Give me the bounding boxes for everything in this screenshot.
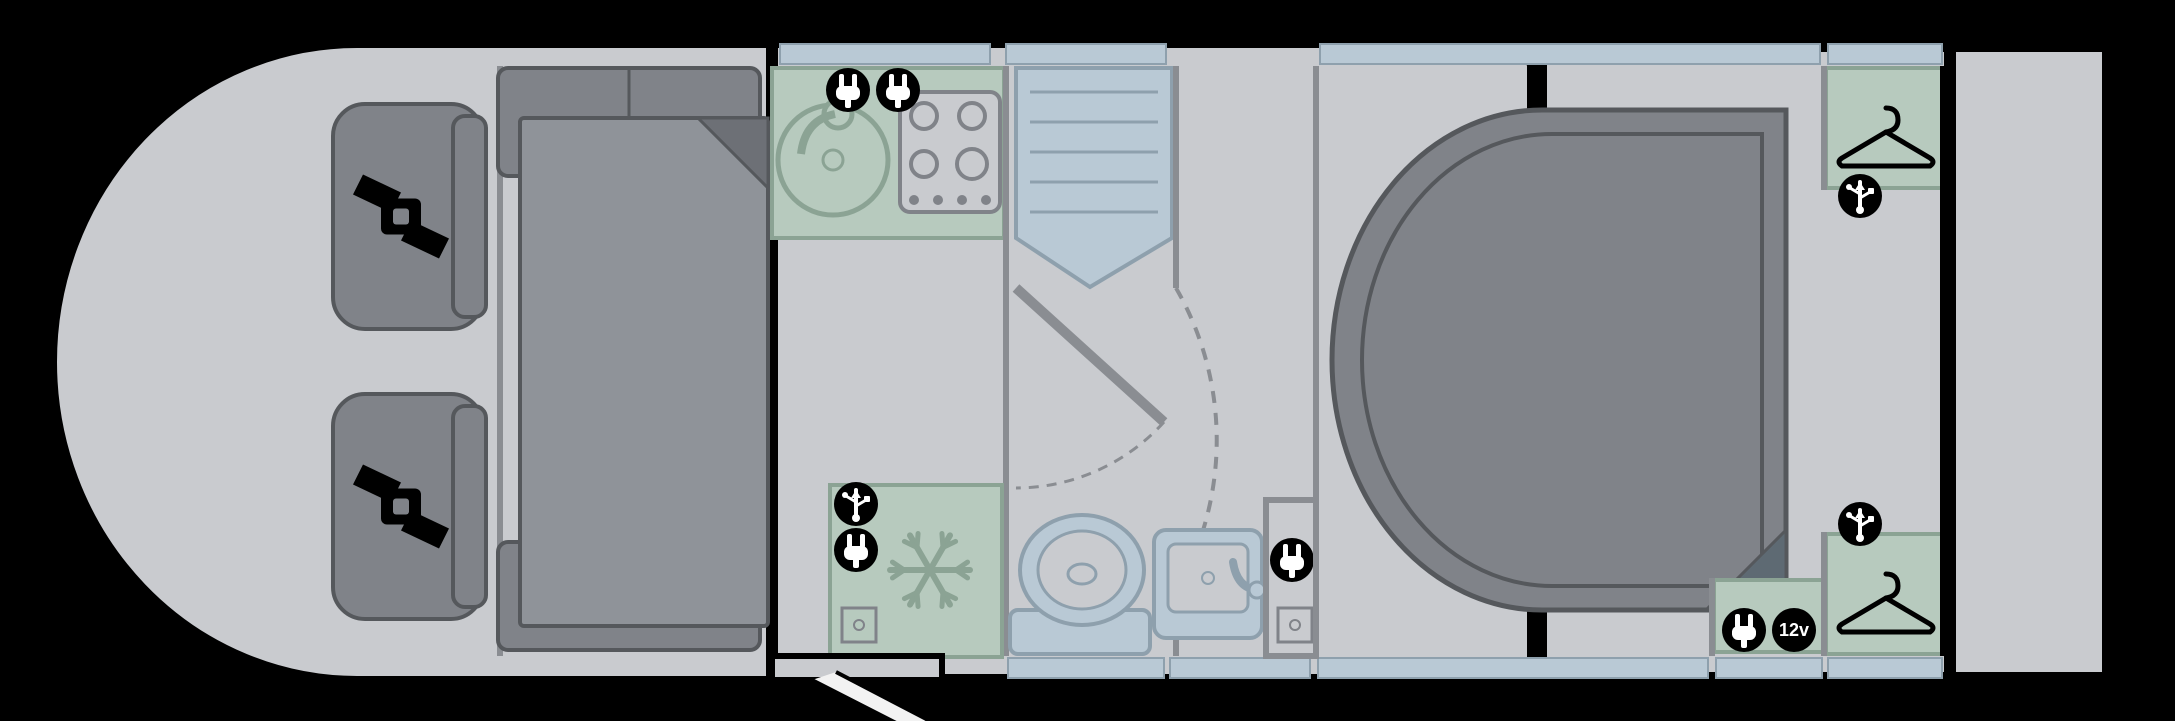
cab-seat	[333, 394, 486, 619]
window-top	[1320, 44, 1820, 64]
window-bottom	[1008, 658, 1164, 678]
floorplan-diagram: 12v	[0, 0, 2175, 721]
power-icon	[826, 68, 870, 112]
window-top	[1828, 44, 1942, 64]
power-icon	[1722, 608, 1766, 652]
usb-icon	[1838, 502, 1882, 546]
wardrobe	[1826, 534, 1946, 654]
power-icon	[1270, 538, 1314, 582]
window-top	[1006, 44, 1166, 64]
cab-seat	[333, 104, 486, 329]
wardrobe	[1826, 68, 1946, 188]
shower-tray	[1016, 68, 1172, 287]
svg-text:12v: 12v	[1779, 620, 1809, 640]
usb-icon	[834, 482, 878, 526]
power-icon	[834, 528, 878, 572]
window-top	[780, 44, 990, 64]
usb-icon	[1838, 174, 1882, 218]
12v-icon: 12v	[1772, 608, 1816, 652]
window-bottom	[1318, 658, 1708, 678]
power-icon	[876, 68, 920, 112]
bed	[1332, 110, 1786, 610]
dinette-table	[520, 118, 768, 626]
window-bottom	[1716, 658, 1822, 678]
window-bottom	[1170, 658, 1310, 678]
window-bottom	[1828, 658, 1942, 678]
